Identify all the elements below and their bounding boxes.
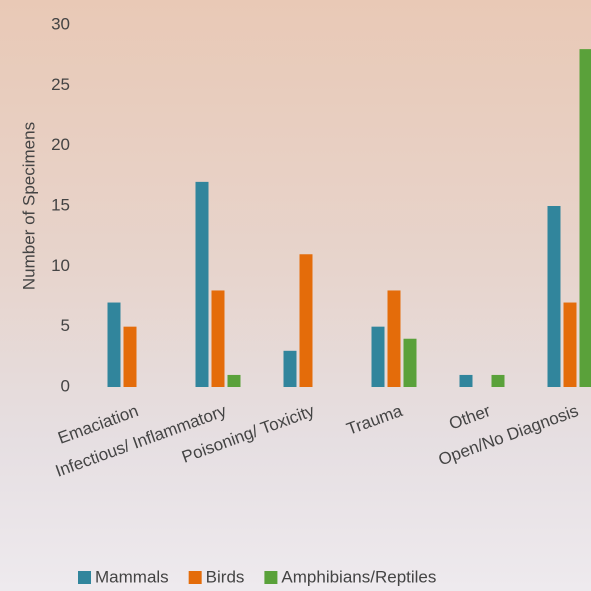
bar — [403, 338, 417, 387]
y-tick-label: 25 — [51, 75, 70, 94]
bar — [459, 374, 473, 387]
y-tick-label: 15 — [51, 195, 70, 214]
bar — [563, 302, 577, 387]
bar — [195, 181, 209, 387]
legend-label: Mammals — [95, 567, 169, 586]
bar — [491, 374, 505, 387]
bar — [227, 374, 241, 387]
y-tick-label: 30 — [51, 14, 70, 33]
bar — [283, 350, 297, 387]
legend-swatch — [78, 571, 91, 584]
legend-swatch — [264, 571, 278, 584]
y-axis-label: Number of Specimens — [19, 122, 38, 290]
y-tick-label: 0 — [61, 376, 70, 395]
y-tick-label: 10 — [51, 256, 70, 275]
bar — [387, 290, 401, 387]
legend-swatch — [188, 571, 202, 584]
bar — [107, 302, 121, 387]
y-tick-label: 20 — [51, 135, 70, 154]
legend-label: Birds — [206, 567, 245, 586]
bar — [547, 206, 561, 387]
bar — [211, 290, 225, 387]
bar — [371, 326, 385, 387]
bar — [123, 326, 137, 387]
bar — [579, 49, 591, 388]
y-tick-label: 5 — [61, 316, 70, 335]
bar — [299, 254, 313, 387]
legend-label: Amphibians/Reptiles — [281, 567, 436, 586]
